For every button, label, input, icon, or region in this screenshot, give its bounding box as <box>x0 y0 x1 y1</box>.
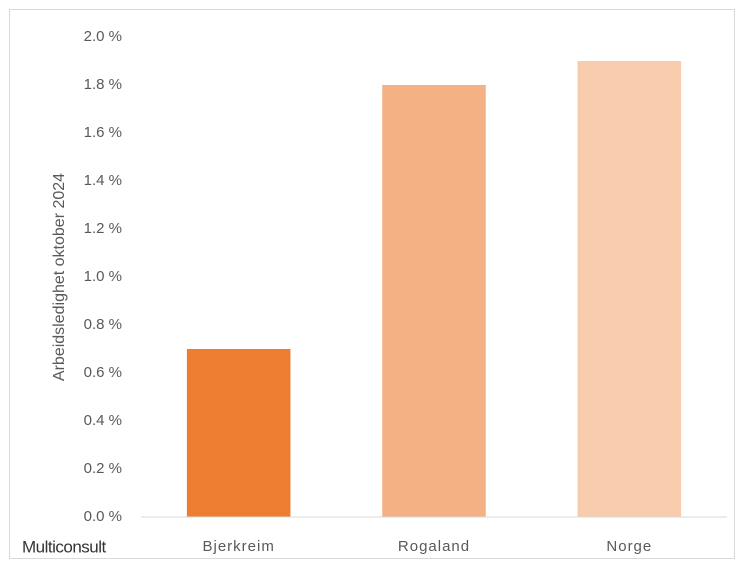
y-tick-label: 1.8 % <box>84 76 122 93</box>
y-tick-label: 0.6 % <box>84 364 122 381</box>
bar <box>577 61 682 517</box>
watermark: Multiconsult <box>22 537 107 556</box>
x-tick-label: Norge <box>606 538 652 555</box>
y-tick-label: 0.4 % <box>84 412 122 429</box>
bar <box>186 349 291 517</box>
y-axis-label: Arbeidsledighet oktober 2024 <box>51 173 68 381</box>
x-tick-label: Rogaland <box>398 538 470 555</box>
y-tick-label: 1.6 % <box>84 124 122 141</box>
y-tick-label: 0.2 % <box>84 460 122 477</box>
y-tick-label: 1.0 % <box>84 268 122 285</box>
y-tick-label: 1.4 % <box>84 172 122 189</box>
y-tick-label: 0.8 % <box>84 316 122 333</box>
y-tick-label: 2.0 % <box>84 28 122 45</box>
x-tick-label: Bjerkreim <box>202 538 274 555</box>
y-tick-label: 1.2 % <box>84 220 122 237</box>
bar <box>382 85 486 517</box>
y-tick-label: 0.0 % <box>84 508 122 525</box>
